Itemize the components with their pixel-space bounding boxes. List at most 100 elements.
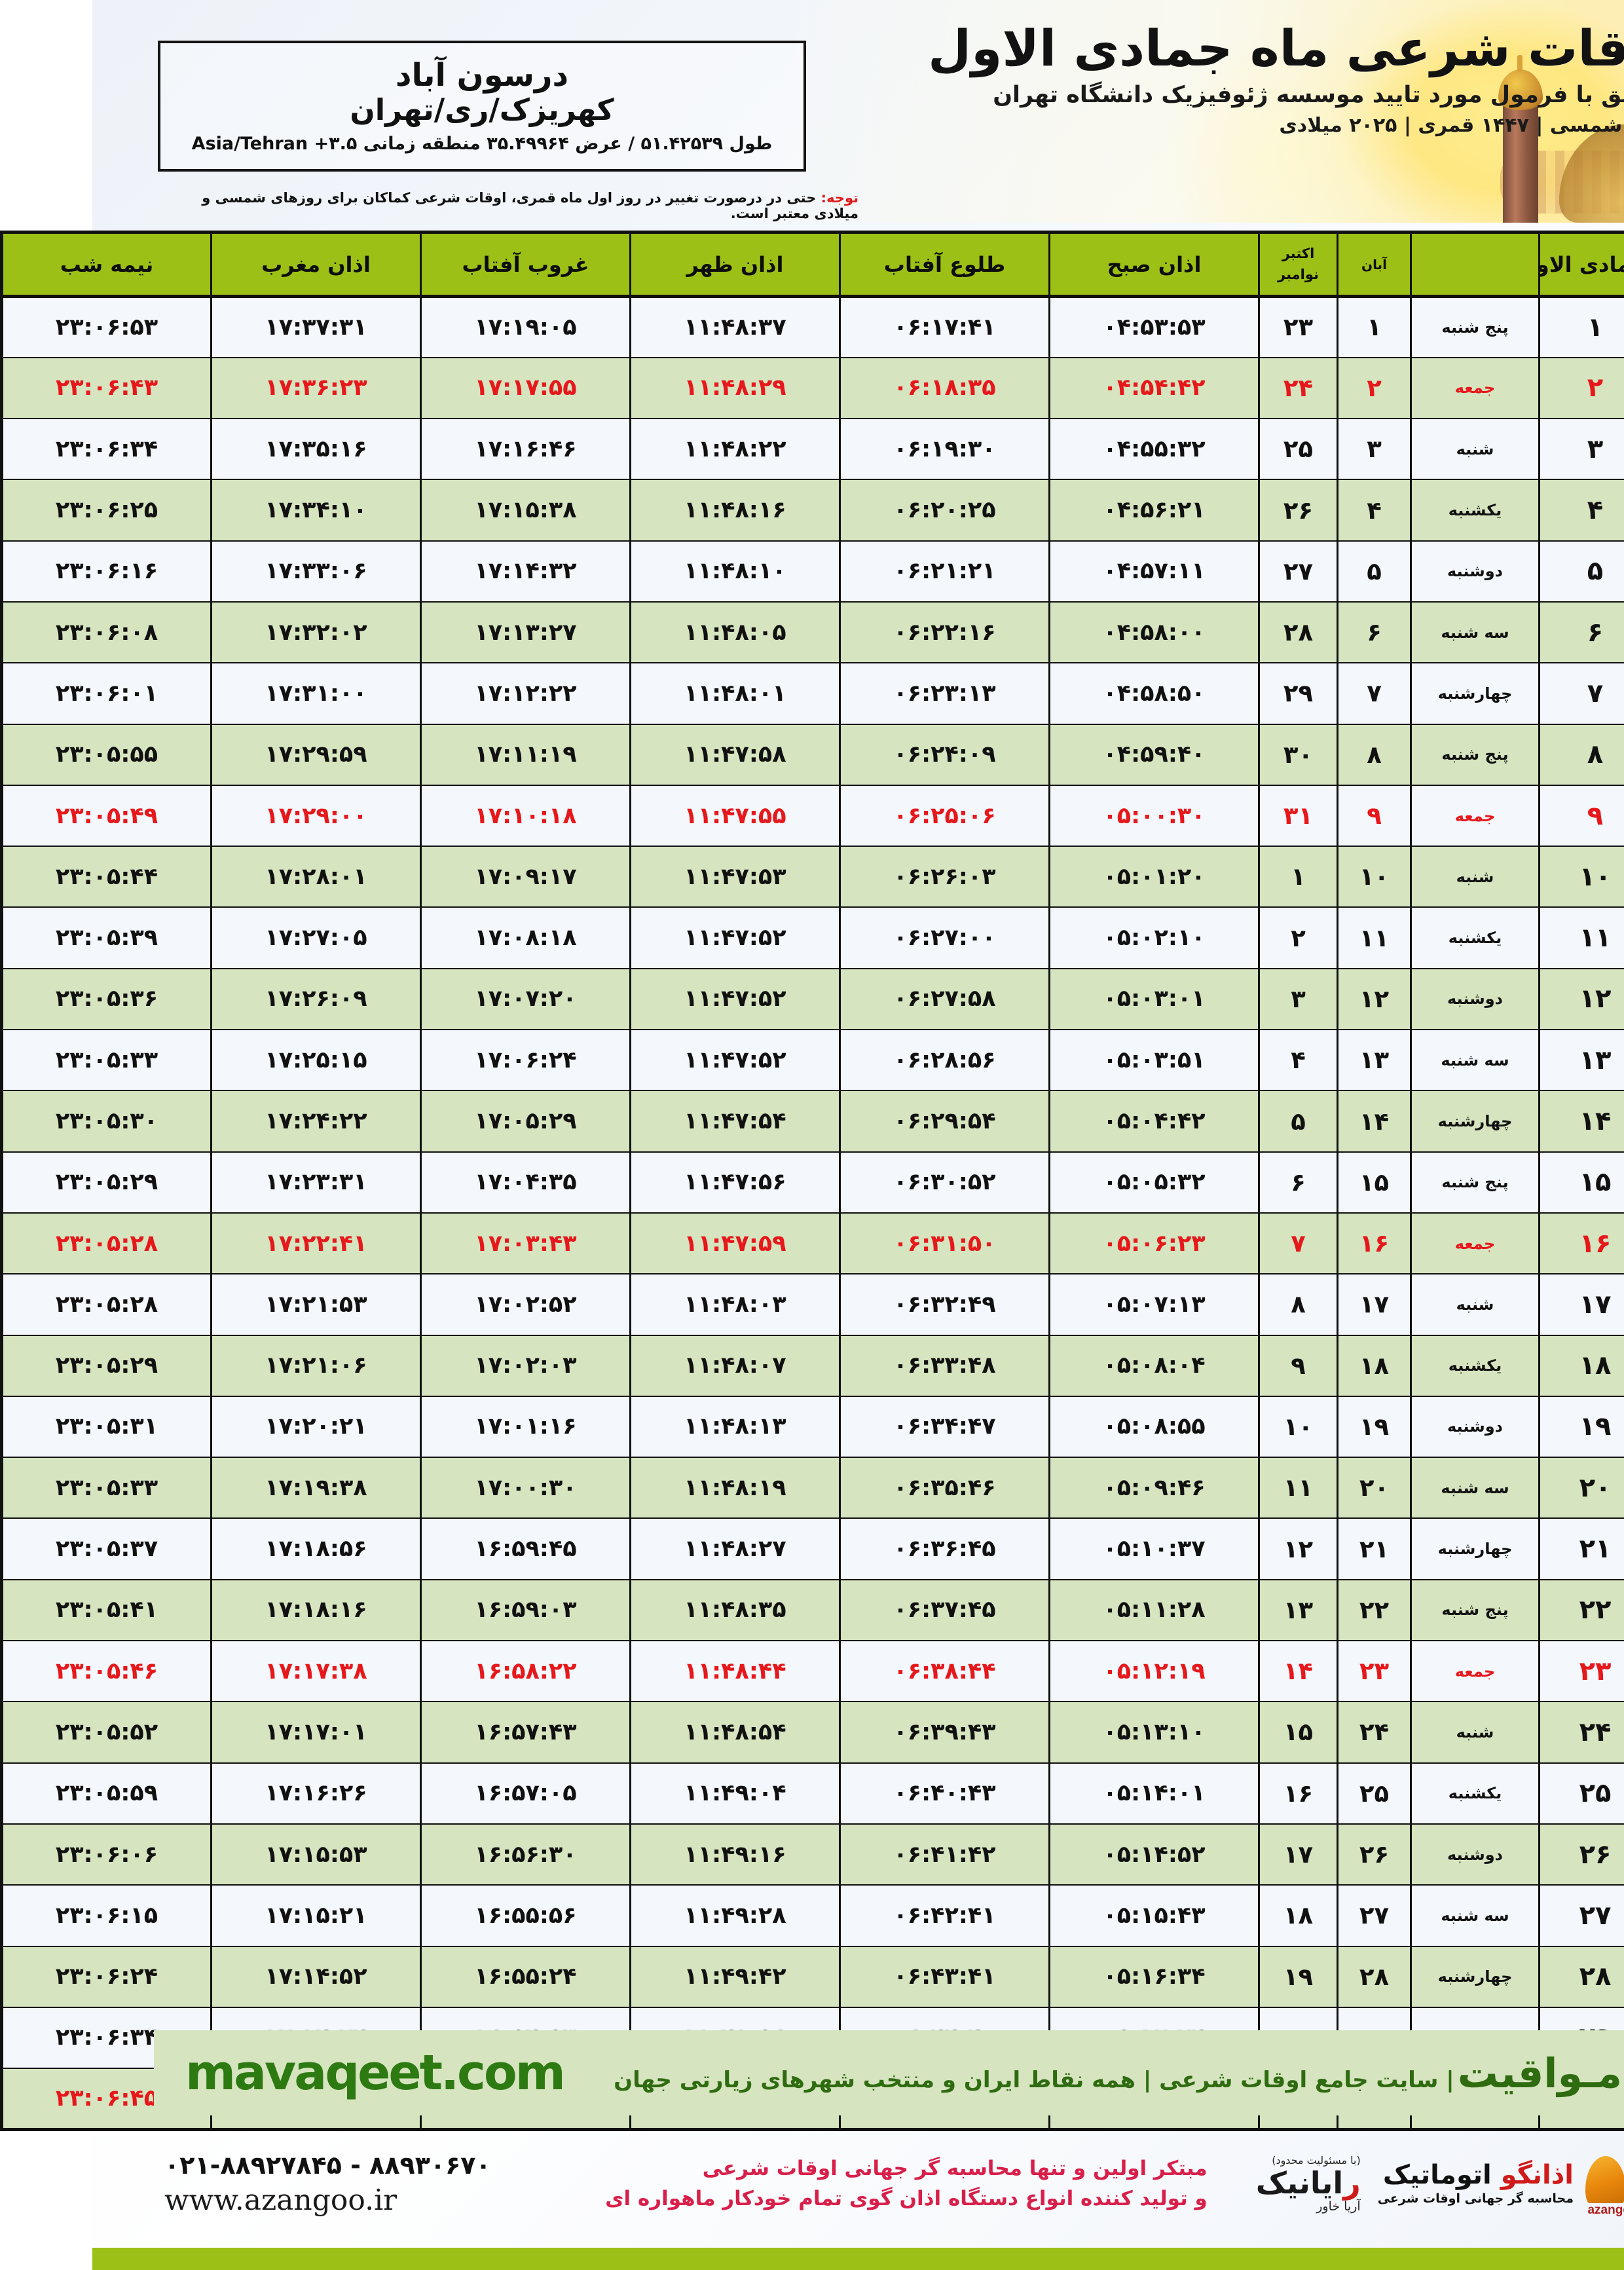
time-sunset: ۱۷:۰۱:۱۶	[329, 1396, 538, 1457]
column-header-midnight: نیمه شب	[0, 233, 119, 297]
time-midnight: ۲۳:۰۶:۰۸	[0, 602, 119, 663]
day-aban: ۲۵	[1246, 1763, 1319, 1824]
time-sunrise: ۰۶:۲۳:۱۳	[748, 663, 957, 724]
day-weekday: دوشنبه	[1319, 541, 1447, 602]
time-noon: ۱۱:۴۸:۳۷	[538, 297, 748, 358]
day-hijri: ۲۳	[1447, 1641, 1560, 1702]
day-hijri: ۲	[1447, 358, 1560, 419]
time-fajr: ۰۴:۵۵:۳۲	[957, 419, 1167, 479]
contact-info: ۰۲۱-۸۸۹۲۷۸۴۵ - ۸۸۹۳۰۶۷۰ www.azangoo.ir	[72, 2151, 399, 2217]
day-weekday: یکشنبه	[1319, 907, 1447, 968]
time-sunset: ۱۶:۵۵:۵۶	[329, 1885, 538, 1946]
time-maghrib: ۱۷:۲۵:۱۵	[119, 1030, 329, 1090]
table-row: ۷ چهارشنبه ۷ ۲۹ ۰۴:۵۸:۵۰ ۰۶:۲۳:۱۳ ۱۱:۴۸:۰۱ ۱۷:۱…	[0, 663, 1560, 724]
table-row: ۱۴ چهارشنبه ۱۴ ۵ ۰۵:۰۴:۴۲ ۰۶:۲۹:۵۴ ۱۱:۴۷:۵۴ ۱۷:…	[0, 1090, 1560, 1151]
day-weekday: چهارشنبه	[1319, 663, 1447, 724]
column-header-hijri: جمادی الاول	[1447, 233, 1560, 297]
time-fajr: ۰۵:۰۷:۱۳	[957, 1274, 1167, 1335]
time-noon: ۱۱:۴۸:۴۴	[538, 1641, 748, 1702]
company-slogan: مبتکر اولین و تنها محاسبه گر جهانی اوقات…	[399, 2153, 1137, 2214]
time-midnight: ۲۳:۰۶:۱۶	[0, 541, 119, 602]
time-sunset: ۱۷:۱۱:۱۹	[329, 724, 538, 785]
time-noon: ۱۱:۴۸:۲۹	[538, 358, 748, 419]
slogan-line-2: و تولید کننده انواع دستگاه اذان گوی تمام…	[421, 2184, 1115, 2214]
day-hijri: ۱	[1447, 297, 1560, 358]
time-maghrib: ۱۷:۳۶:۲۳	[119, 358, 329, 419]
time-noon: ۱۱:۴۸:۲۷	[538, 1518, 748, 1579]
logo-dome-shape	[1493, 2156, 1534, 2203]
rayanik-logo: (با مسئولیت محدود) رایانیک آریا خاور	[1164, 2154, 1268, 2214]
mavaqeet-domain-link[interactable]: mavaqeet.com	[93, 2045, 471, 2101]
mavaqeet-tagline: | سایت جامع اوقات شرعی | همه نقاط ایران …	[521, 2067, 1362, 2093]
day-gregorian: ۲۹	[1167, 663, 1246, 724]
time-fajr: ۰۵:۰۶:۲۳	[957, 1213, 1167, 1274]
day-weekday: سه شنبه	[1319, 1885, 1447, 1946]
day-gregorian: ۵	[1167, 1090, 1246, 1151]
column-header-sunset: غروب آفتاب	[329, 233, 538, 297]
table-row: ۲۶ دوشنبه ۲۶ ۱۷ ۰۵:۱۴:۵۲ ۰۶:۴۱:۴۲ ۱۱:۴۹:۱۶ ۱۶:۵…	[0, 1824, 1560, 1885]
day-hijri: ۱۳	[1447, 1030, 1560, 1090]
day-aban: ۱۳	[1246, 1030, 1319, 1090]
prayer-times-table-wrapper: جمادی الاول آبان اکتبر نوامبر اذان صبح ط…	[62, 231, 1561, 2131]
table-row: ۲۵ یکشنبه ۲۵ ۱۶ ۰۵:۱۴:۰۱ ۰۶:۴۰:۴۳ ۱۱:۴۹:۰۴ ۱۶:۵…	[0, 1763, 1560, 1824]
calendar-years-line: ۱۴۰۴ شمسی | ۱۴۴۷ قمری | ۲۰۲۵ میلادی	[720, 114, 1585, 137]
time-maghrib: ۱۷:۱۸:۱۶	[119, 1580, 329, 1641]
time-midnight: ۲۳:۰۶:۳۴	[0, 419, 119, 479]
time-sunrise: ۰۶:۲۹:۵۴	[748, 1090, 957, 1151]
time-sunset: ۱۷:۱۰:۱۸	[329, 785, 538, 846]
day-gregorian: ۲	[1167, 907, 1246, 968]
table-row: ۱۳ سه شنبه ۱۳ ۴ ۰۵:۰۳:۵۱ ۰۶:۲۸:۵۶ ۱۱:۴۷:۵۲ ۱۷:۰…	[0, 1030, 1560, 1090]
prayer-times-table: جمادی الاول آبان اکتبر نوامبر اذان صبح ط…	[0, 231, 1561, 2131]
time-maghrib: ۱۷:۳۵:۱۶	[119, 419, 329, 479]
day-hijri: ۲۸	[1447, 1946, 1560, 2007]
website-link[interactable]: www.azangoo.ir	[72, 2184, 399, 2217]
time-noon: ۱۱:۴۸:۱۳	[538, 1396, 748, 1457]
time-sunset: ۱۷:۰۴:۳۵	[329, 1152, 538, 1213]
time-midnight: ۲۳:۰۵:۴۹	[0, 785, 119, 846]
note-label: توجه:	[729, 190, 766, 206]
day-weekday: سه شنبه	[1319, 1030, 1447, 1090]
time-noon: ۱۱:۴۹:۴۲	[538, 1946, 748, 2007]
prayer-times-calendar-page: اوقات شرعی ماه جمادی الاول منطبق با فرمو…	[0, 0, 1624, 2270]
column-header-weekday	[1319, 233, 1447, 297]
day-gregorian: ۸	[1167, 1274, 1246, 1335]
day-weekday: شنبه	[1319, 1702, 1447, 1762]
azangoo-subtitle: محاسبه گر جهانی اوقات شرعی	[1285, 2191, 1481, 2206]
time-fajr: ۰۵:۱۵:۴۳	[957, 1885, 1167, 1946]
day-hijri: ۲۶	[1447, 1824, 1560, 1885]
time-fajr: ۰۵:۰۳:۵۱	[957, 1030, 1167, 1090]
day-aban: ۱۹	[1246, 1396, 1319, 1457]
azangoo-title: اذانگو اتوماتیک	[1285, 2161, 1481, 2189]
time-noon: ۱۱:۴۸:۲۲	[538, 419, 748, 479]
azangoo-latin-label: azangoo	[1489, 2203, 1552, 2218]
time-maghrib: ۱۷:۳۷:۳۱	[119, 297, 329, 358]
time-sunset: ۱۷:۰۷:۲۰	[329, 969, 538, 1030]
time-sunset: ۱۷:۰۵:۲۹	[329, 1090, 538, 1151]
time-midnight: ۲۳:۰۶:۲۵	[0, 479, 119, 540]
time-maghrib: ۱۷:۲۱:۰۶	[119, 1335, 329, 1396]
day-aban: ۱۵	[1246, 1152, 1319, 1213]
day-weekday: شنبه	[1319, 419, 1447, 479]
table-row: ۲۲ پنج شنبه ۲۲ ۱۳ ۰۵:۱۱:۲۸ ۰۶:۳۷:۴۵ ۱۱:۴۸:۳۵ ۱۶…	[0, 1580, 1560, 1641]
time-midnight: ۲۳:۰۵:۳۰	[0, 1090, 119, 1151]
day-aban: ۷	[1246, 663, 1319, 724]
time-maghrib: ۱۷:۲۶:۰۹	[119, 969, 329, 1030]
day-gregorian: ۷	[1167, 1213, 1246, 1274]
azangoo-logo: azangoo اذانگو اتوماتیک محاسبه گر جهانی …	[1285, 2149, 1552, 2218]
table-row: ۲ جمعه ۲ ۲۴ ۰۴:۵۴:۴۲ ۰۶:۱۸:۳۵ ۱۱:۴۸:۲۹ ۱۷:۱۷:۵۵…	[0, 358, 1560, 419]
time-midnight: ۲۳:۰۵:۳۶	[0, 969, 119, 1030]
azangoo-title-black: اتوماتیک	[1291, 2160, 1409, 2190]
time-fajr: ۰۵:۱۳:۱۰	[957, 1702, 1167, 1762]
time-maghrib: ۱۷:۳۴:۱۰	[119, 479, 329, 540]
table-row: ۶ سه شنبه ۶ ۲۸ ۰۴:۵۸:۰۰ ۰۶:۲۲:۱۶ ۱۱:۴۸:۰۵ ۱۷:۱۳…	[0, 602, 1560, 663]
time-noon: ۱۱:۴۸:۰۵	[538, 602, 748, 663]
time-midnight: ۲۳:۰۶:۰۶	[0, 1824, 119, 1885]
time-fajr: ۰۴:۵۴:۴۲	[957, 358, 1167, 419]
day-weekday: دوشنبه	[1319, 969, 1447, 1030]
time-maghrib: ۱۷:۲۹:۵۹	[119, 724, 329, 785]
time-sunrise: ۰۶:۴۳:۴۱	[748, 1946, 957, 2007]
time-midnight: ۲۳:۰۵:۴۴	[0, 846, 119, 907]
location-box: درسون آباد کهریزک/ری/تهران طول ۵۱.۴۲۵۳۹ …	[65, 41, 714, 172]
day-weekday: دوشنبه	[1319, 1824, 1447, 1885]
day-hijri: ۲۰	[1447, 1457, 1560, 1518]
